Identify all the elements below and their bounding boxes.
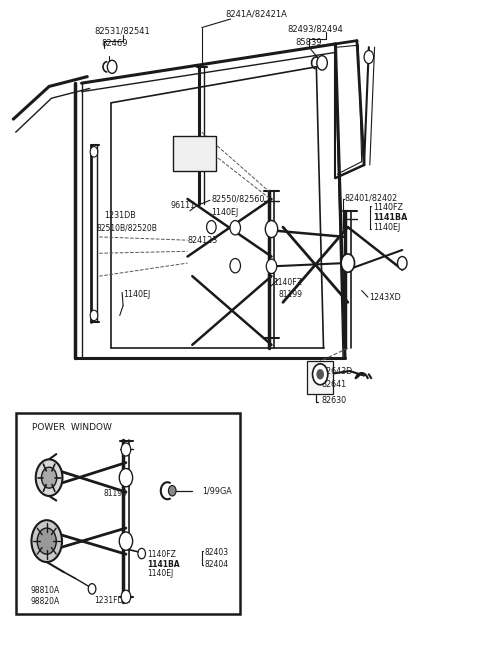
Circle shape bbox=[168, 486, 176, 496]
Circle shape bbox=[397, 256, 407, 269]
Circle shape bbox=[317, 56, 327, 70]
Text: 98810A: 98810A bbox=[30, 585, 59, 595]
Text: 1140EJ: 1140EJ bbox=[211, 208, 239, 217]
Text: 1243XD: 1243XD bbox=[369, 292, 401, 302]
Bar bbox=[307, 361, 333, 394]
Text: 1140FZ: 1140FZ bbox=[147, 550, 176, 558]
Circle shape bbox=[37, 528, 56, 555]
Text: 85839: 85839 bbox=[295, 38, 322, 47]
Circle shape bbox=[364, 51, 373, 64]
Text: 8241A/82421A: 8241A/82421A bbox=[226, 10, 288, 19]
Text: 82404: 82404 bbox=[204, 560, 228, 568]
Text: 1141BA: 1141BA bbox=[373, 213, 408, 222]
Bar bbox=[16, 413, 240, 614]
Circle shape bbox=[41, 467, 57, 488]
Circle shape bbox=[206, 221, 216, 234]
Text: POWER  WINDOW: POWER WINDOW bbox=[33, 424, 112, 432]
Text: 1231FD: 1231FD bbox=[95, 595, 124, 604]
Text: 82550/82560: 82550/82560 bbox=[211, 194, 265, 204]
Circle shape bbox=[341, 254, 355, 272]
Circle shape bbox=[36, 459, 62, 496]
Circle shape bbox=[32, 520, 62, 562]
Text: 82643D: 82643D bbox=[321, 367, 352, 376]
Circle shape bbox=[316, 369, 324, 380]
Circle shape bbox=[138, 549, 145, 559]
Text: 81199: 81199 bbox=[278, 290, 302, 299]
Circle shape bbox=[90, 147, 98, 157]
Text: 82401/82402: 82401/82402 bbox=[345, 193, 398, 202]
Text: 82493/82494: 82493/82494 bbox=[288, 24, 344, 34]
Text: 82531/82541: 82531/82541 bbox=[95, 26, 150, 35]
Text: 1140FZ: 1140FZ bbox=[274, 278, 302, 287]
Circle shape bbox=[266, 259, 277, 273]
Text: 1140EJ: 1140EJ bbox=[147, 570, 173, 578]
Text: 82641: 82641 bbox=[321, 380, 346, 388]
Circle shape bbox=[108, 60, 117, 74]
Circle shape bbox=[312, 364, 328, 385]
Text: 96111: 96111 bbox=[171, 201, 196, 210]
Circle shape bbox=[230, 258, 240, 273]
Text: 81199: 81199 bbox=[104, 489, 128, 498]
Text: 1140EJ: 1140EJ bbox=[373, 223, 401, 232]
Circle shape bbox=[119, 468, 132, 487]
Circle shape bbox=[121, 443, 131, 456]
Text: 1141BA: 1141BA bbox=[147, 560, 180, 568]
Text: 1140EJ: 1140EJ bbox=[123, 290, 150, 299]
Text: 82630: 82630 bbox=[321, 396, 346, 405]
Text: 824123: 824123 bbox=[188, 236, 218, 244]
Circle shape bbox=[88, 583, 96, 594]
Text: 82510B/82520B: 82510B/82520B bbox=[97, 224, 158, 233]
Text: 1140FZ: 1140FZ bbox=[373, 203, 404, 212]
Circle shape bbox=[230, 221, 240, 235]
Text: 82469: 82469 bbox=[102, 39, 128, 49]
Text: 98820A: 98820A bbox=[30, 597, 59, 606]
Text: 1/99GA: 1/99GA bbox=[202, 486, 231, 495]
Text: 82403: 82403 bbox=[204, 549, 228, 557]
Text: 1231DB: 1231DB bbox=[104, 212, 136, 221]
Bar bbox=[173, 135, 216, 171]
Circle shape bbox=[119, 532, 132, 551]
Circle shape bbox=[265, 221, 278, 238]
Circle shape bbox=[121, 590, 131, 603]
Circle shape bbox=[90, 310, 98, 321]
